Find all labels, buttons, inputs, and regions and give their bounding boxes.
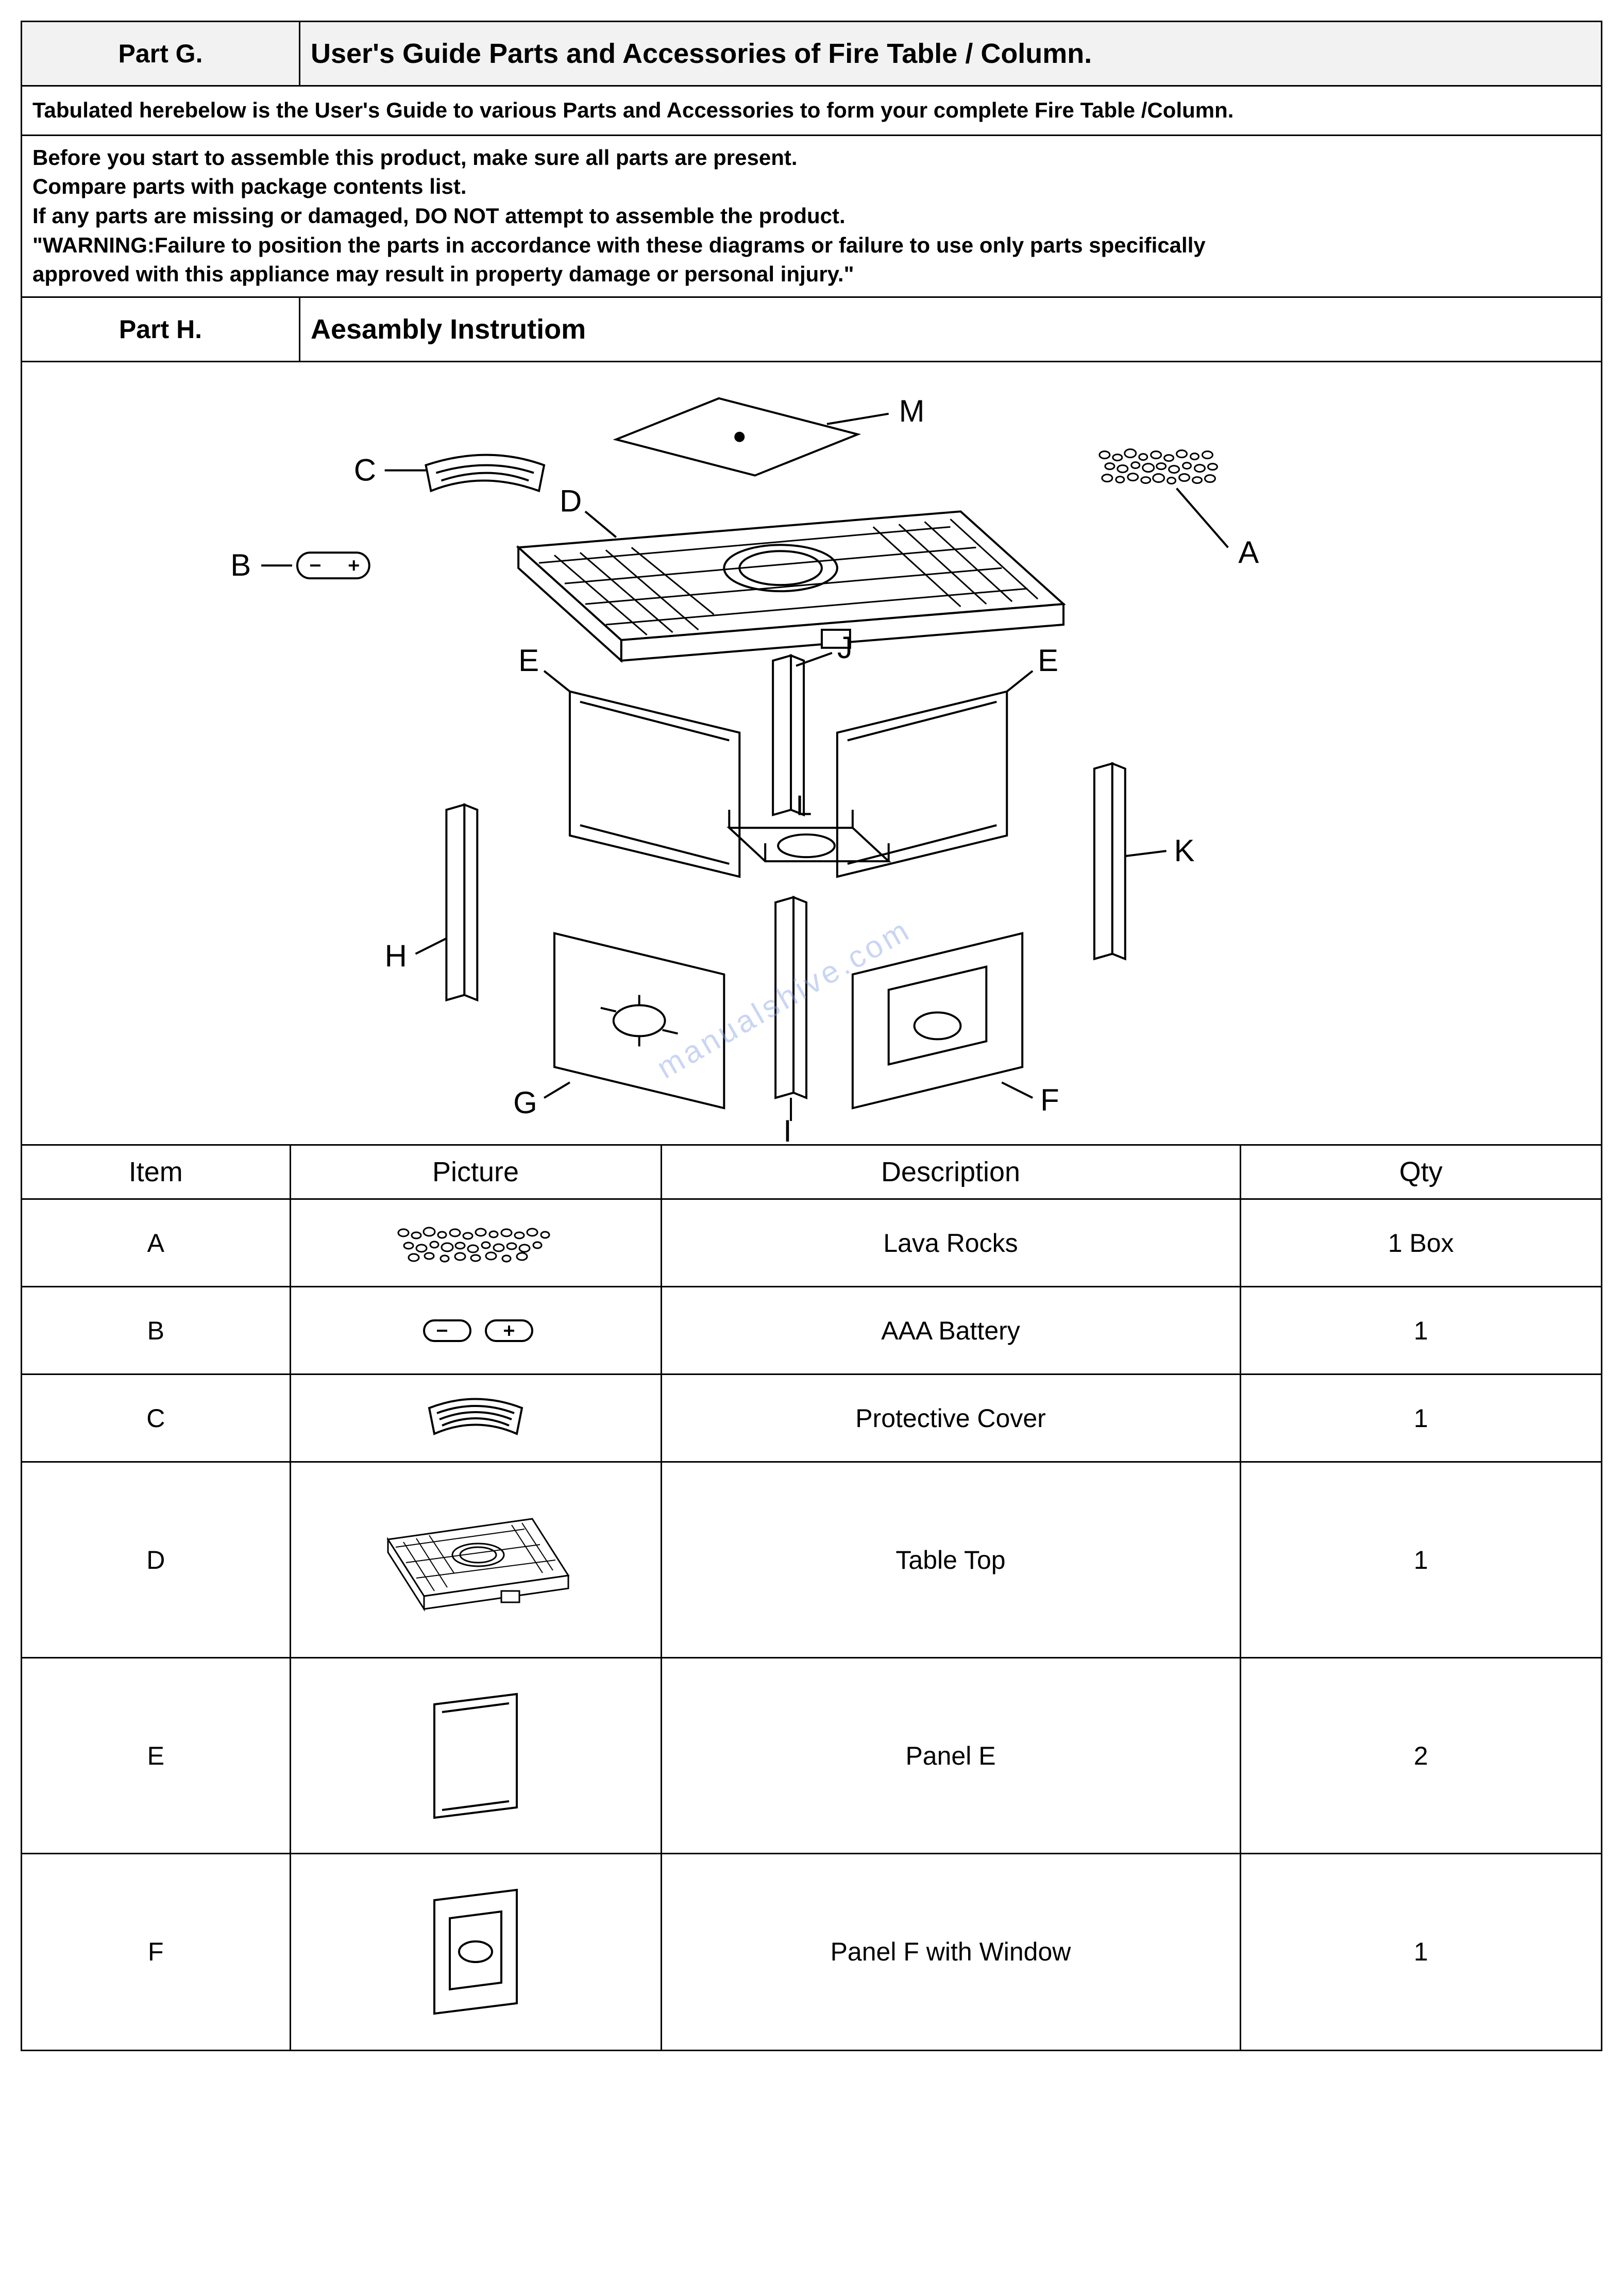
label-F: F — [1040, 1083, 1059, 1117]
cell-picture-panel-f — [290, 1854, 661, 2050]
cell-desc: Panel F with Window — [661, 1854, 1240, 2050]
th-item: Item — [22, 1146, 290, 1199]
label-E2: E — [1038, 643, 1058, 678]
intro-text: Tabulated herebelow is the User's Guide … — [22, 87, 1601, 136]
cell-picture-battery — [290, 1287, 661, 1375]
label-L: L — [796, 789, 812, 821]
label-H: H — [385, 939, 407, 974]
th-description: Description — [661, 1146, 1240, 1199]
cell-desc: AAA Battery — [661, 1287, 1240, 1375]
warning-text: Before you start to assemble this produc… — [22, 136, 1601, 298]
cell-desc: Lava Rocks — [661, 1199, 1240, 1287]
cell-picture-rocks — [290, 1199, 661, 1287]
parts-table: Item Picture Description Qty A — [22, 1146, 1601, 2050]
cell-item: D — [22, 1462, 290, 1658]
cell-picture-tabletop — [290, 1462, 661, 1658]
warn-line4: "WARNING:Failure to position the parts i… — [32, 231, 1591, 260]
cell-item: B — [22, 1287, 290, 1375]
cell-qty: 1 — [1240, 1375, 1601, 1462]
exploded-diagram: M C B — [22, 362, 1601, 1146]
cell-item: E — [22, 1658, 290, 1854]
table-row: A — [22, 1199, 1601, 1287]
label-A: A — [1238, 535, 1259, 569]
label-J: J — [837, 630, 853, 665]
diagram-svg: M C B — [22, 362, 1601, 1144]
cell-item: C — [22, 1375, 290, 1462]
warn-line5: approved with this appliance may result … — [32, 260, 1591, 289]
part-h-title: Aesambly Instrutiom — [300, 298, 1601, 361]
label-C: C — [354, 453, 376, 488]
cell-desc: Protective Cover — [661, 1375, 1240, 1462]
label-B: B — [230, 548, 251, 582]
th-qty: Qty — [1240, 1146, 1601, 1199]
table-row: B AAA Battery 1 — [22, 1287, 1601, 1375]
part-g-label: Part G. — [22, 22, 300, 85]
cell-qty: 1 Box — [1240, 1199, 1601, 1287]
cell-qty: 2 — [1240, 1658, 1601, 1854]
label-D: D — [560, 484, 582, 518]
part-h-label: Part H. — [22, 298, 300, 361]
cell-qty: 1 — [1240, 1854, 1601, 2050]
label-K: K — [1174, 833, 1195, 868]
label-G: G — [513, 1085, 537, 1120]
part-g-header: Part G. User's Guide Parts and Accessori… — [22, 22, 1601, 87]
th-picture: Picture — [290, 1146, 661, 1199]
cell-picture-cover — [290, 1375, 661, 1462]
table-row: F Panel F with Window 1 — [22, 1854, 1601, 2050]
cell-desc: Table Top — [661, 1462, 1240, 1658]
part-g-title: User's Guide Parts and Accessories of Fi… — [300, 22, 1601, 85]
table-row: E Panel E 2 — [22, 1658, 1601, 1854]
warn-line1: Before you start to assemble this produc… — [32, 143, 1591, 173]
label-I: I — [783, 1114, 792, 1144]
table-header-row: Item Picture Description Qty — [22, 1146, 1601, 1199]
label-M: M — [899, 394, 925, 428]
label-E1: E — [518, 643, 539, 678]
warn-line2: Compare parts with package contents list… — [32, 172, 1591, 202]
part-h-header: Part H. Aesambly Instrutiom — [22, 298, 1601, 362]
warn-line3: If any parts are missing or damaged, DO … — [32, 202, 1591, 231]
cell-item: F — [22, 1854, 290, 2050]
table-row: C Protective Cover 1 — [22, 1375, 1601, 1462]
cell-desc: Panel E — [661, 1658, 1240, 1854]
cell-qty: 1 — [1240, 1287, 1601, 1375]
table-row: D — [22, 1462, 1601, 1658]
manual-page: Part G. User's Guide Parts and Accessori… — [21, 21, 1602, 2051]
cell-picture-panel-e — [290, 1658, 661, 1854]
cell-qty: 1 — [1240, 1462, 1601, 1658]
cell-item: A — [22, 1199, 290, 1287]
